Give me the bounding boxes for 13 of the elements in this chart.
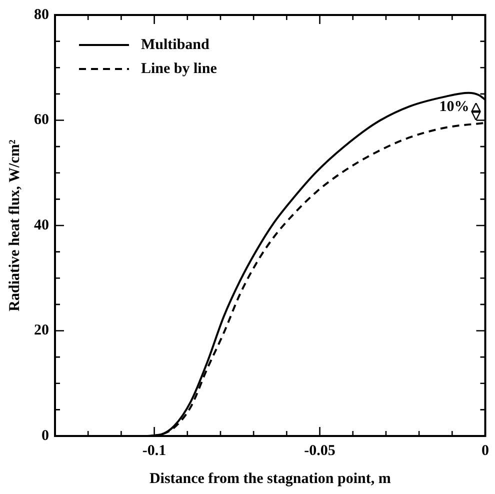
y-tick-label: 20 [34,322,49,339]
x-axis-title: Distance from the stagnation point, m [149,470,392,487]
y-tick-label: 60 [34,112,49,128]
legend-label: Line by line [141,60,218,77]
y-tick-label: 80 [34,6,49,23]
y-axis-title: Radiative heat flux, W/cm² [6,139,23,312]
annotation: 10% [439,99,470,116]
legend-label: Multiband [141,36,210,53]
x-tick-label: -0.05 [304,442,336,459]
x-tick-label: 0 [482,442,489,459]
x-tick-label: -0.1 [142,442,166,459]
y-tick-label: 40 [34,217,49,234]
y-tick-label: 0 [42,428,49,444]
